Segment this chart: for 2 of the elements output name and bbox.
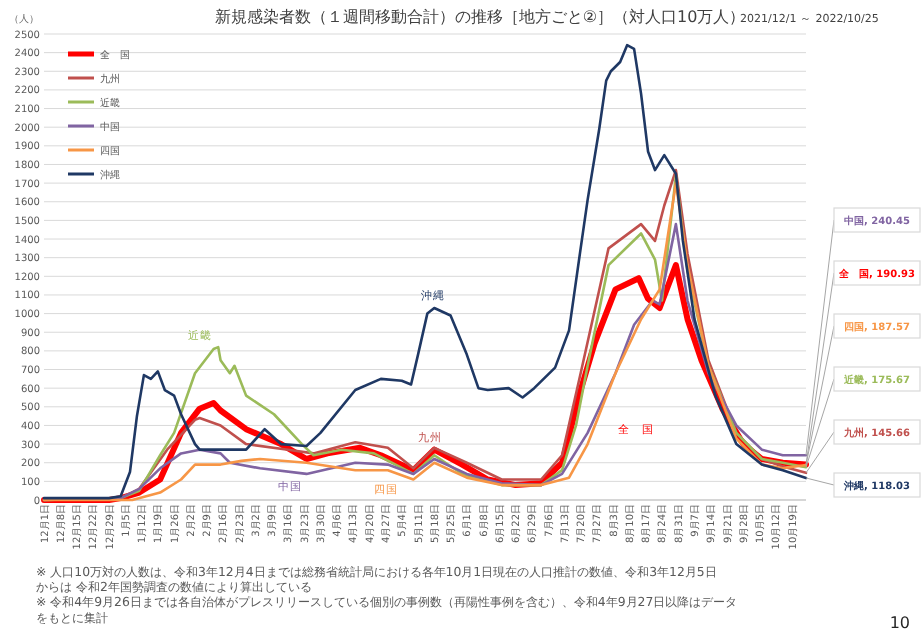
text: 10 bbox=[889, 614, 910, 632]
line-series bbox=[42, 43, 808, 500]
